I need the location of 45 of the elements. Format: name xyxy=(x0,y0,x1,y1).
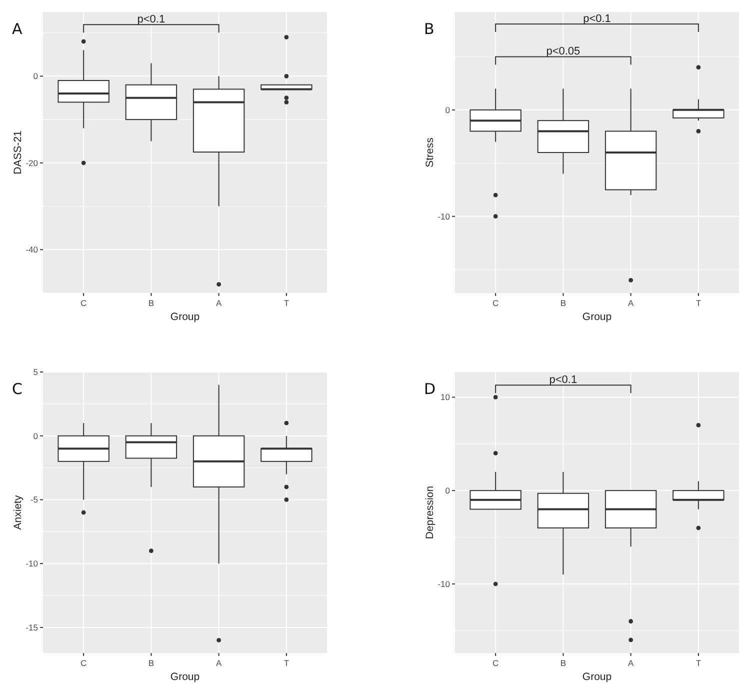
text: A xyxy=(12,20,23,38)
y-tick-label: 10 xyxy=(440,392,450,402)
x-tick-label: T xyxy=(284,298,290,308)
y-tick-label: 5 xyxy=(33,366,38,377)
annotation: p<0.1 xyxy=(137,14,166,26)
y-tick-label: -10 xyxy=(438,211,450,222)
x-tick-label: A xyxy=(628,298,634,308)
y-tick-label: -10 xyxy=(26,558,38,569)
x-tick-label: B xyxy=(560,298,566,308)
x-axis-title: Group xyxy=(170,311,200,323)
annotation: p<0.1 xyxy=(549,374,578,386)
y-tick-label: 0 xyxy=(445,486,450,496)
text: C xyxy=(12,380,22,398)
y-tick-label: -10 xyxy=(438,578,450,589)
y-tick-label: -20 xyxy=(26,158,38,168)
x-tick-label: C xyxy=(492,298,499,308)
x-tick-label: T xyxy=(696,298,702,308)
y-tick-label: -15 xyxy=(26,622,38,632)
x-tick-label: T xyxy=(696,658,702,668)
x-tick-label: A xyxy=(628,658,634,668)
y-axis-title: DASS-21 xyxy=(12,130,24,174)
y-tick-label: -5 xyxy=(30,494,38,505)
x-tick-label: C xyxy=(492,658,499,668)
x-tick-label: A xyxy=(216,658,222,668)
y-axis-title: Depression xyxy=(424,486,436,540)
x-tick-label: A xyxy=(216,298,222,308)
y-tick-label: -40 xyxy=(26,244,38,255)
y-axis-title: Anxiety xyxy=(12,494,24,530)
y-axis-title: Stress xyxy=(424,138,436,168)
annotation: p<0.1 xyxy=(583,13,611,26)
x-tick-label: B xyxy=(560,658,566,668)
x-tick-label: C xyxy=(80,658,87,668)
x-tick-label: B xyxy=(148,658,154,668)
y-tick-label: 0 xyxy=(33,430,38,441)
annotation: p<0.05 xyxy=(546,46,580,58)
text: B xyxy=(424,20,434,38)
x-axis-title: Group xyxy=(582,671,612,683)
x-tick-label: B xyxy=(148,298,154,308)
x-axis-title: Group xyxy=(170,671,200,683)
x-tick-label: T xyxy=(284,658,290,668)
x-tick-label: C xyxy=(80,298,87,308)
y-tick-label: 0 xyxy=(445,104,450,115)
text: D xyxy=(424,380,436,398)
x-axis-title: Group xyxy=(582,311,612,323)
y-tick-label: 0 xyxy=(33,71,38,82)
